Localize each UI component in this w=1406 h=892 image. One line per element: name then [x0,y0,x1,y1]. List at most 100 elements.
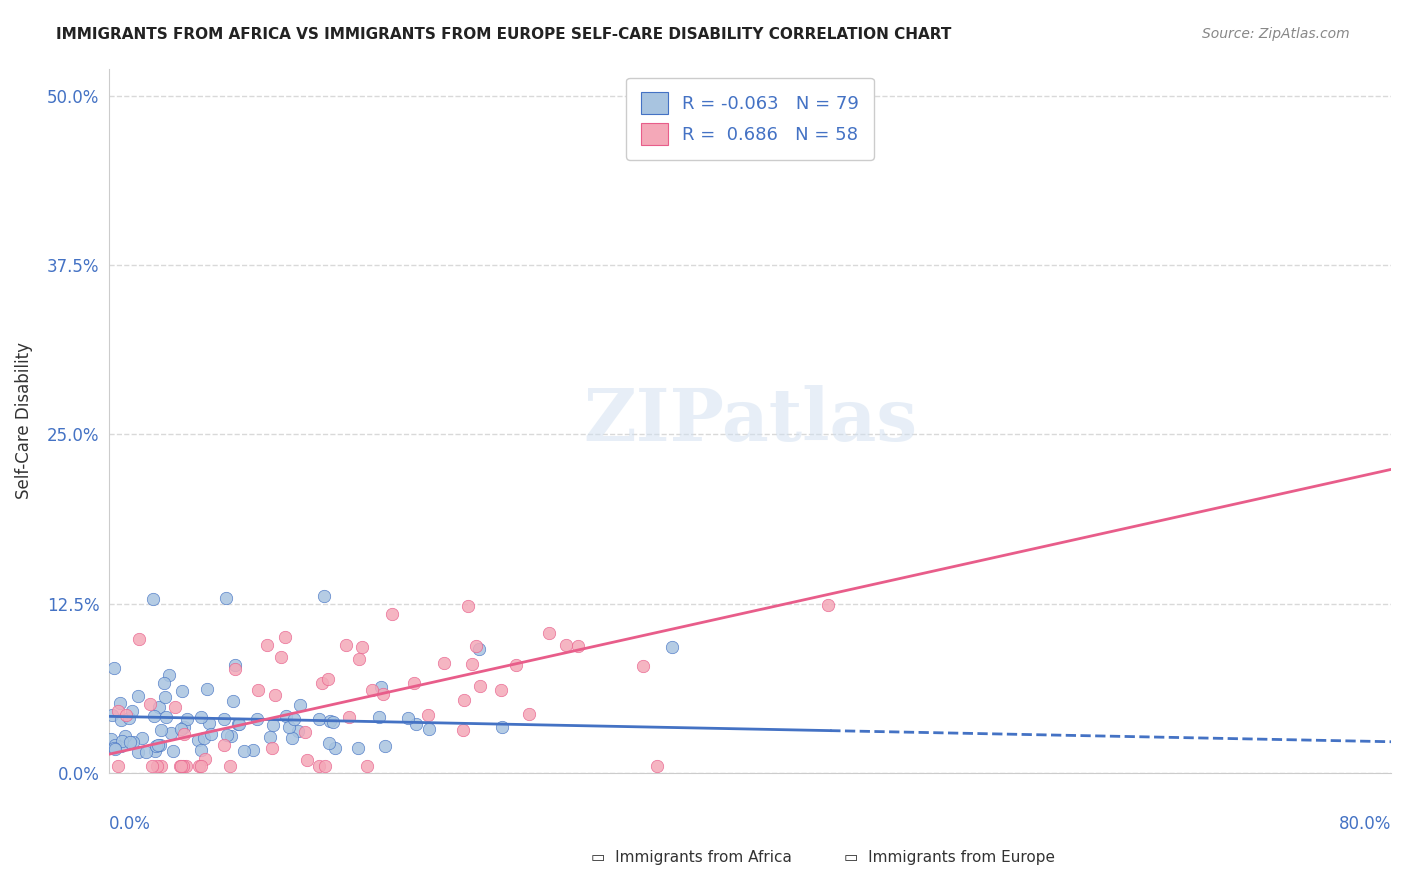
Point [319,714,342,728]
Point [661,640,683,655]
Point [537,625,560,640]
Point [287,723,309,738]
Point [160,726,183,740]
Point [416,707,439,722]
Point [193,731,215,746]
Y-axis label: Self-Care Disability: Self-Care Disability [15,343,32,500]
Point [120,735,142,749]
Point [554,638,576,652]
Point [433,656,456,670]
Point [100,731,122,746]
Point [219,759,242,773]
Point [335,638,357,652]
Text: ▭  Immigrants from Europe: ▭ Immigrants from Europe [844,850,1054,865]
Point [163,700,186,714]
Point [465,639,488,653]
Point [405,716,427,731]
Point [169,759,191,773]
Point [103,741,125,756]
Point [256,638,278,652]
Point [139,697,162,711]
Point [517,706,540,721]
Point [505,658,527,673]
Text: 80.0%: 80.0% [1339,815,1391,833]
Point [451,723,474,737]
Point [172,759,194,773]
Point [198,716,221,731]
Point [311,676,333,690]
Point [103,660,125,674]
Point [318,672,340,686]
Point [152,676,174,690]
Point [128,632,150,647]
Point [190,710,212,724]
Text: ▭  Immigrants from Africa: ▭ Immigrants from Africa [591,850,792,865]
Point [294,725,316,739]
Point [224,657,246,672]
Point [194,752,217,766]
Point [108,696,131,710]
Point [141,759,163,773]
Point [131,731,153,746]
Text: ZIPatlas: ZIPatlas [583,385,917,457]
Point [453,692,475,706]
Point [228,717,250,731]
Point [368,709,391,723]
Point [212,738,235,752]
Point [104,738,127,752]
Point [150,759,173,773]
Point [173,721,195,735]
Point [145,759,167,773]
Point [489,683,512,698]
Point [135,745,157,759]
Point [242,743,264,757]
Point [149,723,172,738]
Point [381,607,404,621]
Point [374,739,396,754]
Point [263,688,285,702]
Point [278,720,301,734]
Point [153,690,176,705]
Point [308,759,330,773]
Point [143,708,166,723]
Point [468,679,491,693]
Point [645,759,668,773]
Point [115,708,138,723]
Point [402,675,425,690]
Point [172,684,194,698]
Point [187,733,209,747]
Point [219,729,242,743]
Point [337,710,360,724]
Point [297,753,319,767]
Point [143,744,166,758]
Point [418,723,440,737]
Point [491,720,513,734]
Point [221,694,243,708]
Point [288,698,311,712]
Point [142,592,165,607]
Point [224,662,246,676]
Point [101,708,124,723]
Point [155,710,177,724]
Point [460,657,482,671]
Point [276,709,298,723]
Point [274,631,297,645]
Point [190,743,212,757]
Point [468,642,491,657]
Point [817,598,839,612]
Point [360,682,382,697]
Point [110,739,132,753]
Point [262,741,284,756]
Point [371,687,394,701]
Point [212,712,235,726]
Point [312,589,335,603]
Point [174,759,197,773]
Point [122,734,145,748]
Point [215,591,238,605]
Point [170,759,193,773]
Point [190,759,212,773]
Point [173,727,195,741]
Point [370,681,392,695]
Point [270,650,292,665]
Point [347,652,370,666]
